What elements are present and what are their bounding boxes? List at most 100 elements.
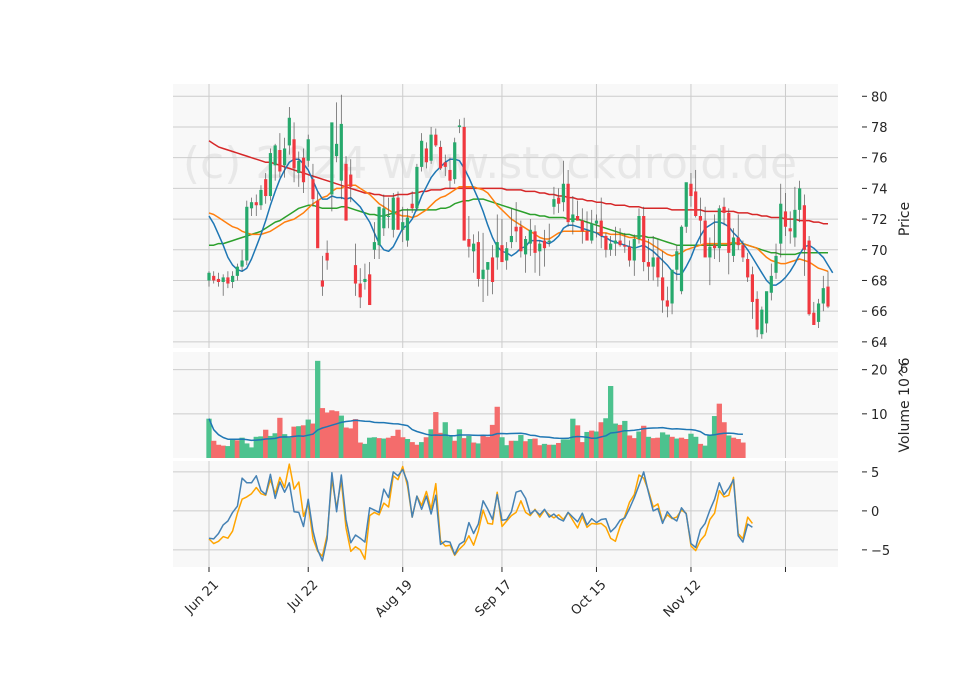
- candle-body: [476, 242, 480, 279]
- volume-bar: [272, 433, 278, 458]
- candle-body: [386, 216, 391, 217]
- x-tick-label: Sep 17: [472, 577, 515, 620]
- price-tick-label: 76: [871, 152, 888, 167]
- volume-bar: [598, 422, 604, 458]
- volume-bar: [244, 443, 250, 458]
- candle-body: [717, 208, 721, 249]
- candle-body: [240, 260, 244, 267]
- volume-bar: [631, 438, 637, 458]
- volume-bar: [674, 438, 680, 458]
- candle-body: [207, 272, 211, 281]
- volume-bar: [291, 426, 297, 458]
- volume-bar: [305, 419, 311, 458]
- volume-bar: [659, 432, 666, 458]
- candle-body: [741, 245, 745, 258]
- candle-body: [377, 206, 381, 246]
- candle-body: [420, 140, 424, 167]
- candle-body: [519, 226, 523, 252]
- candle-body: [415, 166, 419, 209]
- volume-bar: [607, 386, 614, 458]
- candle-body: [462, 126, 466, 241]
- volume-bar: [617, 424, 623, 458]
- candle-body: [646, 262, 651, 267]
- candle-body: [467, 239, 471, 247]
- volume-bar: [489, 424, 496, 458]
- candle-body: [429, 134, 433, 161]
- volume-bar: [390, 435, 396, 458]
- volume-bar: [258, 436, 264, 458]
- candle-body: [301, 157, 306, 183]
- volume-bar: [418, 442, 425, 458]
- volume-bar: [518, 435, 524, 458]
- candle-body: [542, 240, 547, 249]
- candle-body: [590, 223, 594, 241]
- candle-body: [694, 191, 698, 216]
- candle-body: [798, 188, 802, 210]
- candle-body: [769, 275, 773, 293]
- volume-bar: [367, 437, 373, 458]
- volume-bar: [655, 437, 661, 458]
- price-axis-title: Price: [897, 202, 913, 236]
- volume-bar: [508, 440, 515, 458]
- volume-bar: [570, 418, 576, 458]
- oscillator-panel: [208, 463, 754, 562]
- volume-bar: [319, 408, 326, 458]
- candle-body: [424, 148, 428, 163]
- volume-bar: [234, 440, 241, 458]
- volume-bar: [537, 445, 543, 458]
- volume-bar: [574, 425, 581, 458]
- candle-body: [623, 245, 627, 247]
- volume-bar: [664, 434, 670, 458]
- volume-panel: [206, 360, 746, 458]
- volume-bar: [423, 437, 430, 458]
- price-tick-label: 70: [871, 244, 888, 259]
- volume-bar: [414, 444, 420, 458]
- volume-exponent: 6: [900, 362, 908, 377]
- volume-bar: [560, 439, 567, 458]
- candle-body: [547, 240, 551, 243]
- volume-bar: [697, 443, 704, 458]
- osc-tick-label: 5: [871, 466, 879, 481]
- volume-bar: [730, 437, 737, 458]
- candle-body: [637, 216, 641, 240]
- volume-bar: [263, 429, 269, 458]
- candle-body: [736, 237, 740, 246]
- volume-bar: [286, 437, 292, 458]
- oscillator-main-line: [208, 468, 753, 562]
- volume-bar: [622, 420, 628, 458]
- volume-tick-label: 10: [871, 408, 888, 423]
- candle-body: [528, 229, 532, 244]
- volume-bar: [480, 435, 486, 458]
- volume-bar: [711, 416, 718, 458]
- candle-body: [807, 240, 811, 315]
- candle-body: [783, 211, 788, 227]
- candle-body: [382, 208, 386, 229]
- candle-body: [349, 174, 353, 187]
- volume-bar: [593, 431, 600, 458]
- candle-body: [372, 242, 376, 250]
- candle-body: [727, 212, 731, 253]
- candle-body: [410, 203, 414, 209]
- candle-body: [278, 150, 282, 172]
- candle-body: [334, 143, 339, 157]
- candle-body: [339, 123, 343, 181]
- volume-bar: [494, 406, 500, 458]
- volume-bar: [702, 445, 708, 458]
- volume-bar: [352, 419, 359, 458]
- volume-bar: [650, 438, 656, 458]
- candle-body: [826, 286, 830, 307]
- volume-bar: [456, 429, 463, 458]
- candle-body: [708, 246, 712, 258]
- volume-bar: [735, 439, 741, 458]
- volume-bar: [381, 438, 387, 458]
- volume-bar: [546, 444, 552, 458]
- candle-body: [448, 169, 452, 181]
- candle-body: [675, 251, 679, 270]
- volume-bar: [253, 436, 259, 458]
- candle-body: [750, 274, 754, 302]
- volume-bar: [428, 429, 434, 458]
- candle-body: [642, 216, 646, 263]
- volume-bar: [357, 442, 363, 458]
- candle-body: [533, 231, 537, 253]
- volume-bar: [707, 435, 713, 458]
